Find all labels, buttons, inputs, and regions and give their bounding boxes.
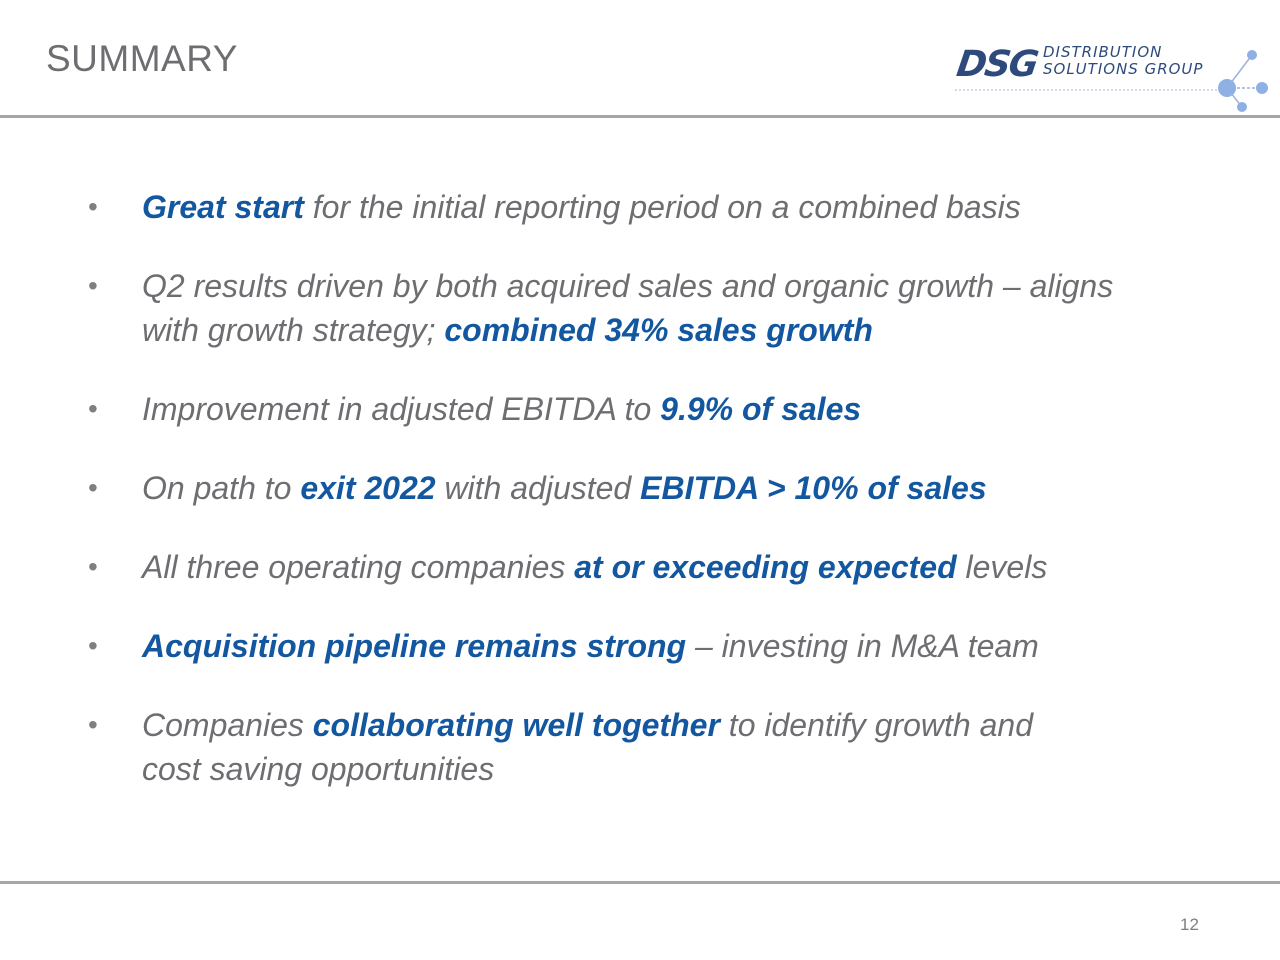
header-divider [0, 115, 1280, 118]
highlight-text: Acquisition pipeline remains strong [142, 628, 687, 664]
body-text: for the initial reporting period on a co… [303, 189, 1021, 225]
logo-line-2: SOLUTIONS GROUP [1043, 60, 1204, 78]
bullet-icon: • [88, 472, 98, 503]
body-text: Improvement in adjusted EBITDA to [142, 391, 661, 427]
bullet-icon: • [88, 709, 98, 740]
body-text: – investing in M&A team [686, 628, 1039, 664]
body-text: Q2 results driven by both acquired sales… [142, 268, 1114, 348]
bullet-icon: • [88, 270, 98, 301]
logo-text: DISTRIBUTION SOLUTIONS GROUP [1043, 44, 1203, 78]
body-text: Companies [142, 707, 313, 743]
highlight-text: at or exceeding expected [574, 549, 957, 585]
company-logo: DSG DISTRIBUTION SOLUTIONS GROUP [954, 40, 1275, 115]
bullet-item: • All three operating companies at or exc… [88, 545, 1188, 589]
body-text: On path to [142, 470, 301, 506]
body-text: All three operating companies [142, 549, 575, 585]
highlight-text: exit 2022 [300, 470, 436, 506]
footer-divider [0, 881, 1280, 884]
highlight-text: Great start [142, 189, 304, 225]
bullet-icon: • [88, 393, 98, 424]
highlight-text: 9.9% of sales [660, 391, 862, 427]
slide-title: SUMMARY [46, 38, 238, 79]
logo-mark: DSG [954, 44, 1040, 85]
bullet-item: • Companies collaborating well together t… [88, 703, 1072, 791]
highlight-text: collaborating well together [312, 707, 720, 743]
bullet-item: • Great start for the initial reporting p… [88, 185, 1188, 229]
body-text: with adjusted [435, 470, 641, 506]
highlight-text: EBITDA > 10% of sales [640, 470, 987, 506]
page-number: 12 [1180, 915, 1199, 934]
highlight-text: combined 34% sales growth [444, 312, 873, 348]
bullet-item: • Acquisition pipeline remains strong – i… [88, 624, 1188, 668]
body-text: to identify growth and cost saving oppor… [142, 707, 1033, 787]
bullet-icon: • [88, 191, 98, 222]
network-nodes-icon [955, 50, 1268, 112]
bullet-icon: • [88, 630, 98, 661]
bullet-item: • Improvement in adjusted EBITDA to 9.9% … [88, 387, 1188, 431]
body-text: levels [956, 549, 1048, 585]
bullet-icon: • [88, 551, 98, 582]
logo-line-1: DISTRIBUTION [1043, 43, 1163, 61]
bullet-item: • On path to exit 2022 with adjusted EBIT… [88, 466, 1188, 510]
bullet-item: • Q2 results driven by both acquired sale… [88, 264, 1122, 352]
bullet-list: • Great start for the initial reporting p… [88, 185, 1188, 826]
